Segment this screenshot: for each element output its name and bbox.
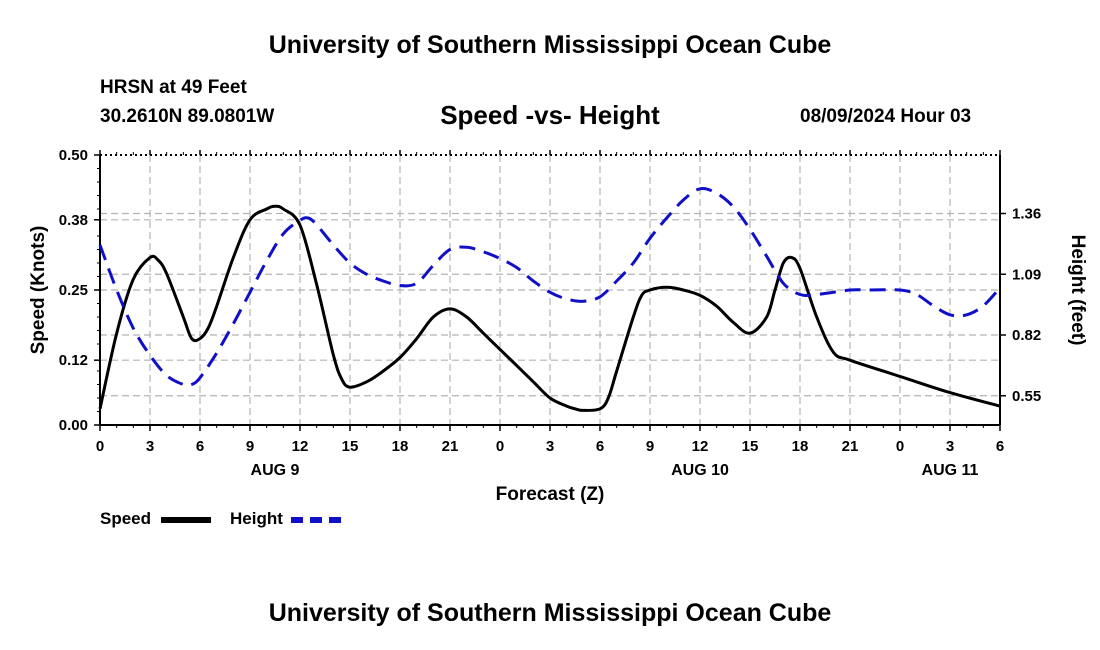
date-label: 08/09/2024 Hour 03 xyxy=(800,106,972,127)
x-tick-label: 0 xyxy=(96,438,104,455)
x-tick-label: 3 xyxy=(946,438,954,455)
legend-height-swatch xyxy=(291,517,341,523)
station-label: HRSN at 49 Feet xyxy=(100,77,247,98)
series-line-height xyxy=(98,187,1002,387)
x-tick-label: 3 xyxy=(546,438,554,455)
legend-height-label: Height xyxy=(230,509,283,528)
legend-speed-swatch xyxy=(161,517,211,523)
y-tick-label: 0.50 xyxy=(59,147,88,164)
x-tick-label: 15 xyxy=(742,438,759,455)
x-tick-label: 15 xyxy=(342,438,359,455)
x-tick-label: 6 xyxy=(596,438,604,455)
footer-title: University of Southern Mississippi Ocean… xyxy=(268,599,832,627)
x-tick-label: 0 xyxy=(896,438,904,455)
y-tick-label: 0.38 xyxy=(59,212,88,229)
y-tick-label: 0.12 xyxy=(59,352,88,369)
x-tick-label: 0 xyxy=(496,438,504,455)
y2-axis-title: Height (feet) xyxy=(1067,235,1088,346)
x-tick-label: 6 xyxy=(996,438,1004,455)
coordinates-label: 30.2610N 89.0801W xyxy=(100,106,275,127)
series-line-speed xyxy=(98,204,1001,412)
date-label: AUG 9 xyxy=(251,462,300,479)
y2-tick-label: 0.55 xyxy=(1012,388,1041,405)
date-label: AUG 10 xyxy=(671,462,729,479)
x-tick-label: 12 xyxy=(692,438,709,455)
legend-speed-label: Speed xyxy=(100,509,152,528)
x-tick-label: 12 xyxy=(292,438,309,455)
x-tick-label: 18 xyxy=(792,438,809,455)
x-axis-title: Forecast (Z) xyxy=(496,484,605,505)
x-tick-label: 9 xyxy=(246,438,254,455)
y-tick-label: 0.25 xyxy=(59,282,88,299)
y-axis-title: Speed (Knots) xyxy=(28,226,49,355)
date-label: AUG 11 xyxy=(922,462,979,479)
y-tick-label: 0.00 xyxy=(59,417,88,434)
x-tick-label: 18 xyxy=(392,438,409,455)
x-tick-label: 6 xyxy=(196,438,204,455)
y2-tick-label: 1.09 xyxy=(1012,266,1041,283)
y2-tick-label: 1.36 xyxy=(1012,206,1041,223)
x-tick-label: 3 xyxy=(146,438,154,455)
chart-subtitle: Speed -vs- Height xyxy=(440,100,660,130)
x-tick-label: 21 xyxy=(442,438,459,455)
x-tick-label: 21 xyxy=(842,438,859,455)
x-tick-label: 9 xyxy=(646,438,654,455)
y2-tick-label: 0.82 xyxy=(1012,327,1041,344)
chart-title: University of Southern Mississippi Ocean… xyxy=(268,31,832,59)
